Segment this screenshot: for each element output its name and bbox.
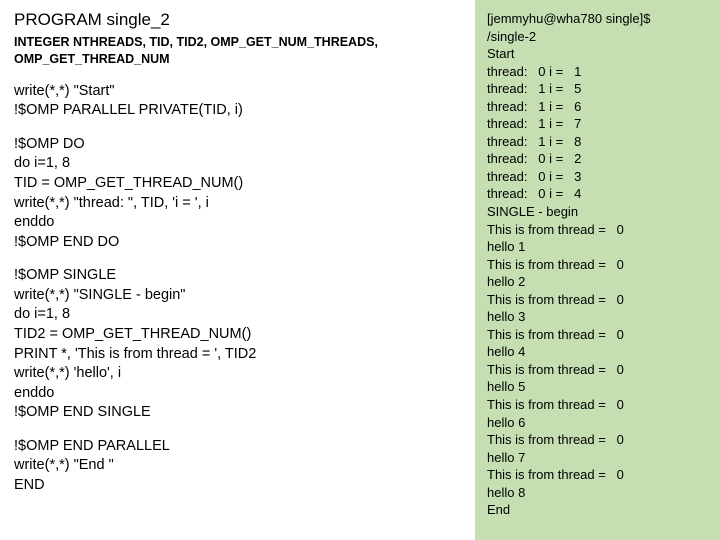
spacer	[14, 121, 461, 135]
declarations: INTEGER NTHREADS, TID, TID2, OMP_GET_NUM…	[14, 34, 461, 68]
code-block-1: write(*,*) "Start" !$OMP PARALLEL PRIVAT…	[14, 82, 461, 121]
code-block-3: !$OMP SINGLE write(*,*) "SINGLE - begin"…	[14, 266, 461, 423]
code-block-4: !$OMP END PARALLEL write(*,*) "End " END	[14, 437, 461, 496]
terminal-output: [jemmyhu@wha780 single]$ /single-2 Start…	[487, 10, 708, 519]
code-panel: PROGRAM single_2 INTEGER NTHREADS, TID, …	[0, 0, 475, 540]
program-title: PROGRAM single_2	[14, 10, 461, 30]
code-block-2: !$OMP DO do i=1, 8 TID = OMP_GET_THREAD_…	[14, 135, 461, 252]
spacer	[14, 423, 461, 437]
spacer	[14, 252, 461, 266]
output-panel: [jemmyhu@wha780 single]$ /single-2 Start…	[475, 0, 720, 540]
